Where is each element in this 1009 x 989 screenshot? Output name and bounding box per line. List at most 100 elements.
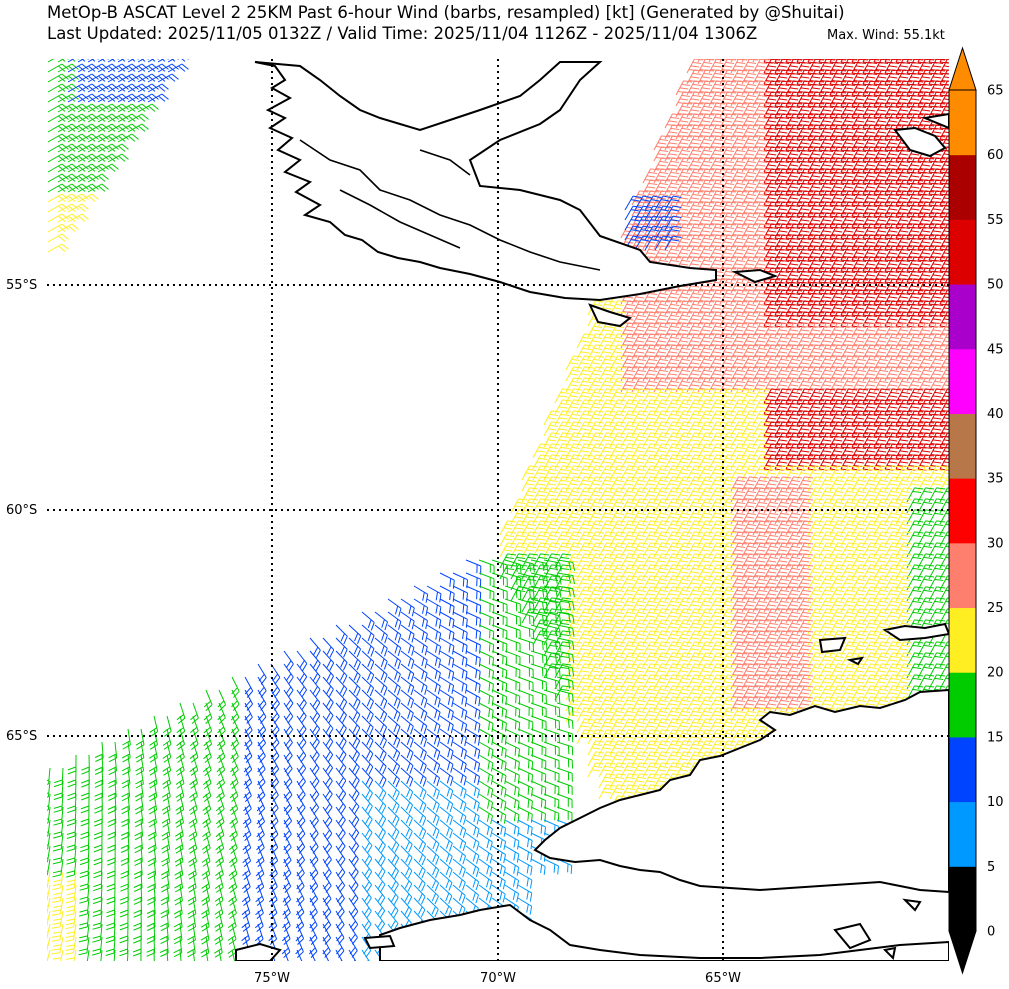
wind-barb — [65, 910, 77, 930]
wind-barb — [296, 884, 305, 906]
wind-barb — [77, 163, 99, 173]
wind-barb — [230, 728, 240, 750]
wind-barb — [620, 410, 638, 426]
wind-barb — [653, 355, 671, 371]
wind-barb — [774, 553, 792, 569]
wind-barb — [686, 135, 704, 151]
wind-barb — [609, 685, 627, 701]
wind-barb — [77, 59, 99, 63]
wind-barb — [642, 740, 660, 756]
wind-barb — [851, 454, 869, 471]
wind-barb — [862, 59, 880, 75]
wind-barb — [697, 311, 715, 327]
wind-barb — [741, 608, 759, 624]
wind-barb — [283, 832, 292, 854]
wind-barb — [752, 311, 770, 327]
wind-barb — [530, 585, 549, 599]
wind-barb — [928, 157, 946, 174]
wind-barb — [556, 767, 573, 782]
wind-barb — [818, 201, 836, 218]
wind-barb — [517, 663, 534, 678]
wind-barb — [884, 597, 902, 613]
wind-barb — [67, 213, 89, 223]
wind-barb — [730, 740, 748, 756]
wind-barb — [257, 754, 266, 776]
wind-barb — [282, 897, 291, 919]
wind-barb — [532, 531, 550, 547]
wind-barb — [741, 575, 759, 591]
wind-barb — [719, 399, 737, 415]
wind-barb — [609, 619, 627, 635]
wind-barb — [510, 542, 528, 558]
wind-barb — [609, 773, 627, 789]
wind-barb — [741, 69, 759, 85]
wind-barb — [807, 520, 825, 536]
wind-barb — [763, 212, 781, 229]
wind-barb — [862, 322, 880, 338]
wind-barb — [851, 322, 869, 338]
wind-barb — [504, 832, 520, 850]
wind-barb — [774, 663, 792, 679]
wind-barb — [873, 179, 891, 196]
wind-barb — [348, 637, 362, 658]
wind-barb — [675, 751, 693, 767]
wind-barb — [400, 793, 414, 814]
wind-barb — [598, 707, 616, 723]
wind-barb — [763, 179, 781, 196]
lat-label-60s: 60°S — [6, 503, 37, 518]
wind-barb — [80, 832, 90, 853]
wind-barb — [499, 553, 517, 569]
wind-barb — [162, 741, 172, 763]
wind-barb — [763, 311, 781, 328]
wind-barb — [939, 234, 949, 251]
wind-barb — [697, 487, 715, 503]
wind-barb — [565, 443, 583, 459]
wind-barb — [763, 685, 781, 701]
wind-barb — [708, 278, 726, 294]
wind-barb — [708, 619, 726, 635]
wind-barb — [752, 146, 770, 162]
wind-barb — [917, 190, 935, 207]
wind-barb — [774, 146, 792, 163]
wind-barb — [752, 443, 770, 459]
wind-barb — [697, 707, 715, 723]
wind-barb — [840, 300, 858, 317]
wind-barb — [576, 707, 594, 723]
wind-barb — [631, 520, 649, 536]
wind-barb — [609, 696, 627, 712]
wind-barb — [862, 476, 880, 492]
wind-barb — [686, 113, 704, 129]
wind-barb — [708, 487, 726, 503]
wind-barb — [774, 333, 792, 349]
wind-barb — [587, 762, 605, 778]
wind-barb — [554, 531, 572, 547]
wind-barb — [587, 641, 605, 657]
wind-barb — [93, 845, 103, 866]
wind-barb — [741, 124, 759, 140]
wind-barb — [917, 201, 935, 218]
wind-barb — [166, 949, 169, 961]
wind-barb — [642, 487, 660, 503]
wind-barb — [642, 608, 660, 624]
wind-barb — [763, 113, 781, 130]
wind-barb — [939, 388, 949, 405]
wind-barb — [708, 333, 726, 349]
wind-barb — [452, 780, 467, 799]
wind-barb — [939, 102, 949, 119]
wind-barb — [374, 624, 388, 644]
wind-barb — [609, 564, 627, 580]
wind-barb — [917, 421, 935, 438]
wind-barb — [906, 300, 924, 317]
wind-barb — [675, 531, 693, 547]
wind-barb — [785, 388, 803, 405]
wind-barb — [752, 432, 770, 448]
wind-barb — [796, 366, 814, 382]
wind-barb — [478, 832, 493, 851]
wind-barb — [587, 377, 605, 393]
wind-barb — [851, 267, 869, 284]
wind-barb — [57, 183, 79, 193]
wind-barb — [730, 410, 748, 426]
wind-barb — [322, 741, 334, 763]
wind-barb — [295, 923, 305, 945]
wind-barb — [664, 322, 682, 338]
